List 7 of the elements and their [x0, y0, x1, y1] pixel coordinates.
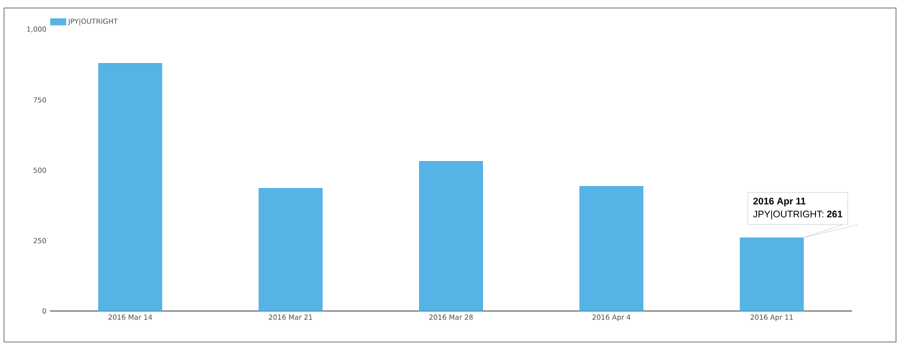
- bar: [98, 62, 162, 311]
- bar: [258, 188, 323, 311]
- bar: [740, 238, 804, 311]
- annotation: JPY|OUTRIGHT: 261: [753, 210, 842, 220]
- bar: [579, 186, 644, 311]
- bar: [419, 160, 484, 311]
- annotation: 2016 Apr 11: [753, 198, 806, 206]
